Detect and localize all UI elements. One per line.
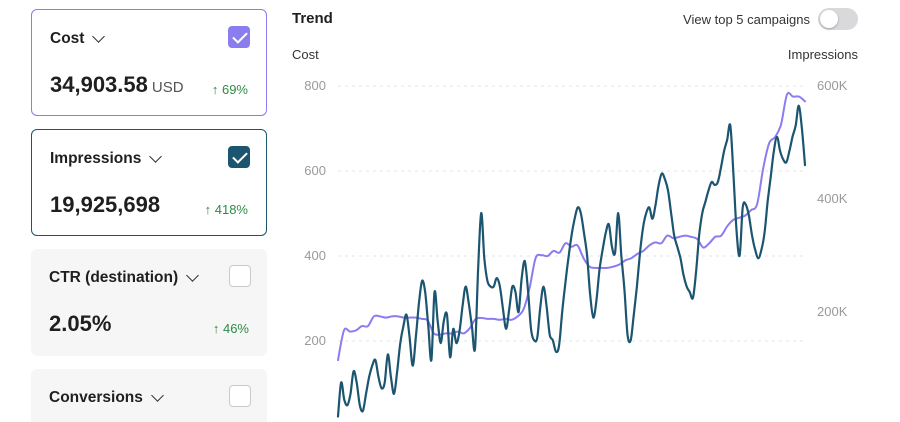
top-campaigns-toggle[interactable] <box>818 8 858 30</box>
impressions-checkbox[interactable] <box>228 146 250 168</box>
trend-title: Trend <box>292 10 333 27</box>
card-delta: ↑ 418% <box>204 202 248 217</box>
card-title-label: Cost <box>50 30 85 47</box>
y-right-tick-label: 200K <box>817 304 848 319</box>
ctr-checkbox[interactable] <box>229 265 251 287</box>
card-title[interactable]: Impressions <box>50 150 163 168</box>
y-left-tick-label: 200 <box>304 333 326 348</box>
card-title-label: CTR (destination) <box>49 269 179 286</box>
metric-card-impressions[interactable]: Impressions 19,925,698 ↑ 418% <box>31 129 267 236</box>
metric-card-conversions[interactable]: Conversions <box>31 369 267 422</box>
card-value-number: 34,903.58 <box>50 72 148 97</box>
metric-card-ctr[interactable]: CTR (destination) 2.05% ↑ 46% <box>31 249 267 356</box>
card-delta: ↑ 46% <box>212 321 249 336</box>
impressions-series-line <box>336 104 807 418</box>
card-title[interactable]: Conversions <box>49 389 164 407</box>
cost-checkbox[interactable] <box>228 26 250 48</box>
y-left-tick-label: 400 <box>304 248 326 263</box>
card-title[interactable]: Cost <box>50 30 106 48</box>
conversions-checkbox[interactable] <box>229 385 251 407</box>
metric-cards: Cost 34,903.58 USD ↑ 69% Impressions 19,9… <box>31 0 267 422</box>
card-title[interactable]: CTR (destination) <box>49 269 200 287</box>
y-left-axis-title: Cost <box>292 47 319 62</box>
card-title-label: Impressions <box>50 150 142 167</box>
card-delta: ↑ 69% <box>211 82 248 97</box>
metric-card-cost[interactable]: Cost 34,903.58 USD ↑ 69% <box>31 9 267 116</box>
top-campaigns-toggle-label: View top 5 campaigns <box>683 12 810 27</box>
y-right-axis-title: Impressions <box>787 47 858 62</box>
y-left-tick-label: 800 <box>304 78 326 93</box>
card-value: 19,925,698 <box>50 192 161 217</box>
card-value-unit: USD <box>151 79 184 96</box>
cost-series-line <box>337 91 806 362</box>
y-right-tick-label: 600K <box>817 78 848 93</box>
y-right-tick-label: 400K <box>817 191 848 206</box>
card-value: 34,903.58 USD <box>50 72 184 98</box>
toggle-knob <box>820 10 838 28</box>
card-title-label: Conversions <box>49 389 143 406</box>
card-value: 2.05% <box>49 311 112 336</box>
y-left-tick-label: 600 <box>304 163 326 178</box>
